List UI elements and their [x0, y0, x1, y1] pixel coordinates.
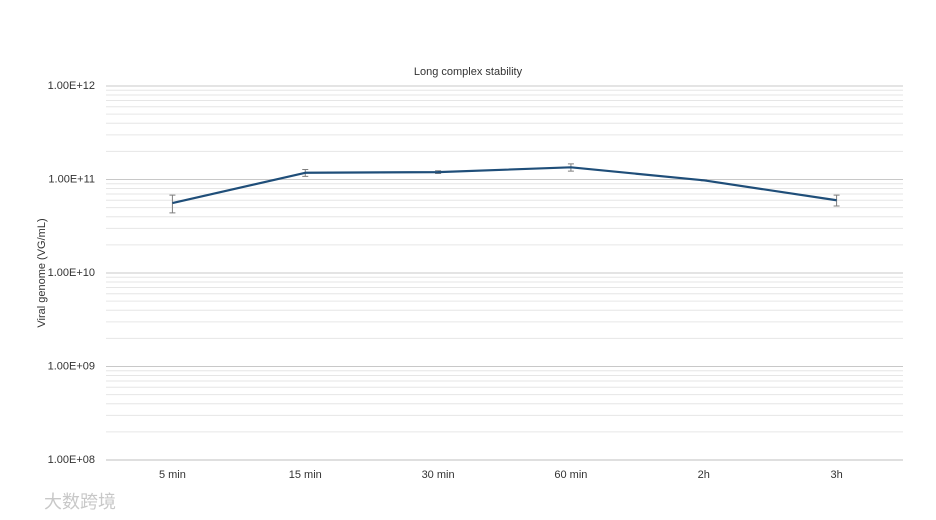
y-tick-label: 1.00E+08	[48, 454, 95, 466]
x-tick-label: 30 min	[422, 469, 455, 481]
x-tick-label: 5 min	[159, 469, 186, 481]
y-tick-label: 1.00E+11	[48, 173, 95, 185]
x-tick-label: 3h	[830, 469, 842, 481]
error-bar	[833, 194, 840, 207]
x-tick-label: 15 min	[289, 469, 322, 481]
error-bar	[169, 194, 176, 214]
x-tick-label: 60 min	[554, 469, 587, 481]
chart-title: Long complex stability	[414, 66, 523, 78]
y-tick-label: 1.00E+12	[48, 80, 95, 92]
x-tick-label: 2h	[698, 469, 710, 481]
data-line	[172, 166, 837, 205]
y-tick-label: 1.00E+10	[48, 267, 95, 279]
y-axis-label: Viral genome (VG/mL)	[36, 218, 48, 327]
y-tick-label: 1.00E+09	[48, 360, 95, 372]
watermark: 大数跨境	[44, 492, 116, 513]
